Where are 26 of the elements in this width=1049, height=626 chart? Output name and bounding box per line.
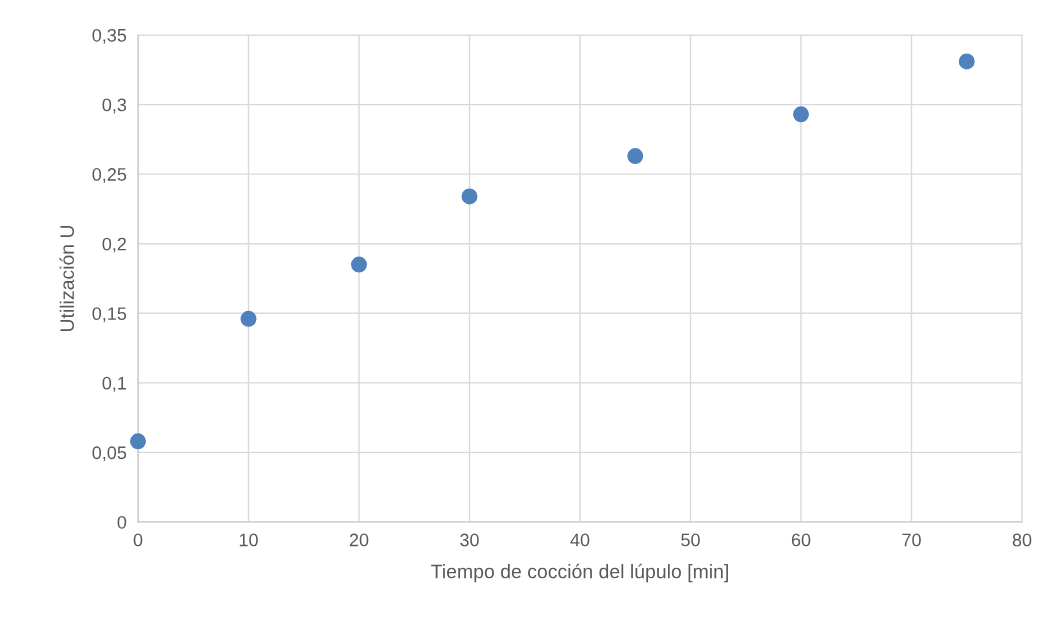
x-tick-label: 20 (349, 533, 369, 547)
point (461, 188, 478, 205)
y-tick-label: 0,15 (92, 307, 127, 323)
point (130, 433, 146, 450)
x-axis-title: Tiempo de cocción del lúpulo [min] (431, 563, 728, 583)
x-tick-label: 10 (239, 533, 258, 547)
y-tick-label: 0,35 (92, 28, 127, 44)
point (958, 53, 975, 70)
x-tick-label: 30 (460, 533, 479, 547)
y-tick-label: 0 (117, 515, 127, 529)
x-tick-label: 70 (902, 533, 921, 547)
point (240, 310, 257, 327)
x-tick-label: 0 (133, 533, 143, 547)
x-tick-label: 50 (681, 533, 700, 547)
point (351, 256, 367, 273)
point (793, 106, 809, 123)
y-tick-label: 0,3 (102, 98, 127, 114)
y-tick-label: 0,1 (102, 376, 127, 392)
x-tick-label: 60 (791, 533, 811, 547)
x-tick-label: 40 (570, 533, 590, 547)
y-tick-label: 0,05 (92, 446, 127, 462)
y-tick-label: 0,25 (92, 168, 127, 183)
y-tick-label: 0,2 (102, 237, 126, 253)
y-axis-title: Utilización U (59, 225, 75, 332)
x-tick-label: 80 (1012, 533, 1032, 547)
point (627, 148, 644, 165)
